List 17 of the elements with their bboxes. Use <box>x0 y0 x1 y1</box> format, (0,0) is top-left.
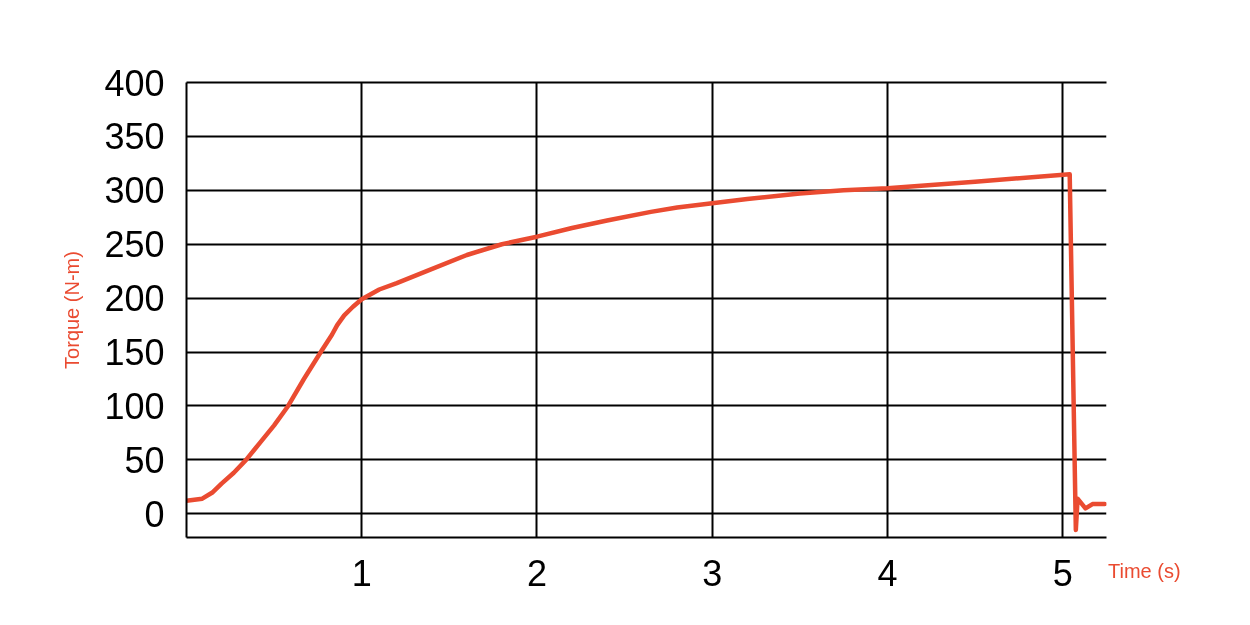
y-tick-label: 400 <box>104 62 165 104</box>
y-tick-label: 150 <box>104 332 165 374</box>
y-tick-label: 50 <box>124 439 165 481</box>
line-series <box>186 171 1107 533</box>
y-tick-label: 250 <box>104 224 165 266</box>
y-axis-title: Torque (N-m) <box>61 251 84 369</box>
y-tick-label: 200 <box>104 278 165 320</box>
y-tick-label: 300 <box>104 170 165 212</box>
x-axis-title: Time (s) <box>1108 560 1181 582</box>
x-tick-label: 4 <box>877 552 898 594</box>
x-tick-label: 1 <box>351 552 372 594</box>
y-tick-label: 100 <box>104 385 165 427</box>
x-tick-label: 2 <box>526 552 547 594</box>
y-tick-label: 0 <box>144 493 165 535</box>
x-tick-label: 5 <box>1052 552 1073 594</box>
x-tick-label: 3 <box>702 552 723 594</box>
y-tick-label: 350 <box>104 116 165 158</box>
